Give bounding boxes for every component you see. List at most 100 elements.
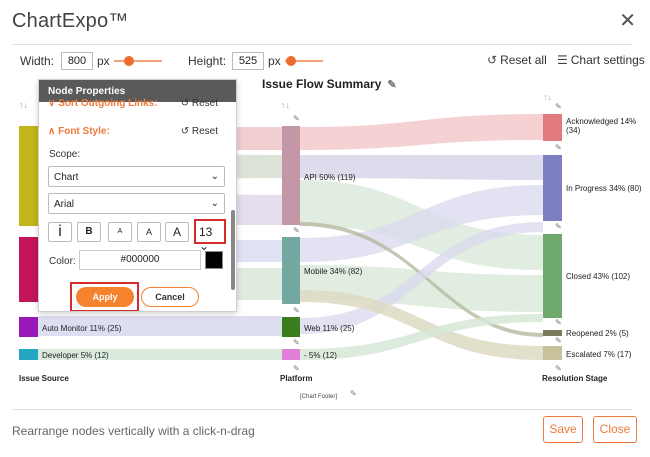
- color-hex-input[interactable]: #000000: [79, 250, 201, 270]
- node-label-acknowledged-1: Acknowledged 14%: [566, 117, 636, 126]
- height-input[interactable]: 525: [232, 52, 264, 70]
- height-slider[interactable]: [285, 60, 323, 62]
- node-source-2: [19, 237, 38, 302]
- app-title: ChartExpo™: [12, 10, 129, 32]
- apply-button[interactable]: Apply: [76, 287, 134, 307]
- sort-outgoing-links-link[interactable]: ∨ Sort Outgoing Links:: [48, 98, 158, 109]
- bold-button[interactable]: B: [77, 222, 101, 242]
- width-unit: px: [97, 54, 110, 68]
- node-mobile: [282, 237, 300, 304]
- chart-settings-button[interactable]: ☰ Chart settings: [557, 53, 645, 67]
- node-closed: [543, 234, 562, 318]
- panel-header: Node Properties: [39, 80, 236, 102]
- reset-icon: ↺: [487, 53, 498, 67]
- divider: [12, 409, 632, 410]
- width-slider-thumb[interactable]: [124, 56, 134, 66]
- node-escalated: [543, 346, 562, 360]
- node-reopened: [543, 330, 562, 336]
- node-label-dash: - 5% (12): [304, 351, 337, 360]
- node-label-escalated: Escalated 7% (17): [566, 350, 632, 359]
- panel-body: ∨ Sort Outgoing Links: ↺ Reset ∧ Font St…: [39, 98, 236, 311]
- axis-label-issue-source: Issue Source: [19, 374, 69, 383]
- toolbar: Width: 800 px Height: 525 px ↺ Reset all …: [0, 50, 650, 72]
- scope-select[interactable]: Chart ⌄: [48, 166, 225, 187]
- link: [300, 222, 543, 334]
- node-label-acknowledged-2: (34): [566, 126, 581, 135]
- pencil-icon: ✎: [555, 143, 562, 152]
- sort-reset-button[interactable]: ↺ Reset: [180, 98, 218, 109]
- node-properties-panel: Node Properties ∨ Sort Outgoing Links: ↺…: [38, 79, 237, 312]
- link: [300, 185, 543, 262]
- link: [300, 314, 543, 360]
- chart-title[interactable]: Issue Flow Summary: [262, 77, 382, 91]
- sort-reset-label: Reset: [191, 98, 218, 109]
- sort-icon: ↑↓: [543, 92, 552, 102]
- font-size-medium-button[interactable]: A: [137, 222, 161, 242]
- pencil-icon: ✎: [350, 389, 357, 398]
- panel-scrollbar[interactable]: [231, 210, 235, 290]
- link: [38, 316, 282, 336]
- node-label-api: API 50% (119): [304, 173, 356, 182]
- sort-icon: ↑↓: [281, 100, 290, 110]
- pencil-icon: ✎: [293, 364, 300, 373]
- chart-settings-label: Chart settings: [570, 53, 645, 67]
- node-acknowledged: [543, 114, 562, 141]
- height-label: Height:: [188, 54, 227, 68]
- pencil-icon: ✎: [293, 226, 300, 235]
- font-family-value: Arial: [54, 199, 75, 210]
- save-button[interactable]: Save: [543, 416, 583, 443]
- chevron-down-icon: ⌄: [199, 239, 210, 253]
- cancel-button[interactable]: Cancel: [141, 287, 199, 307]
- node-label-auto-monitor: Auto Monitor 11% (25): [42, 324, 122, 333]
- node-developer: [19, 349, 38, 360]
- font-size-small-button[interactable]: A: [108, 222, 132, 242]
- reset-all-label: Reset all: [500, 53, 547, 67]
- font-size-value: 13: [199, 225, 213, 239]
- width-slider[interactable]: [114, 60, 162, 62]
- color-label: Color:: [49, 256, 76, 267]
- font-reset-label: Reset: [191, 126, 218, 137]
- close-icon[interactable]: ✕: [619, 10, 636, 32]
- pencil-icon[interactable]: ✎: [387, 79, 397, 91]
- link: [300, 114, 543, 150]
- italic-button[interactable]: i: [48, 222, 72, 242]
- node-label-web: Web 11% (25): [304, 324, 355, 333]
- pencil-icon: ✎: [293, 306, 300, 315]
- node-label-in-progress: In Progress 34% (80): [566, 184, 642, 193]
- color-swatch[interactable]: [205, 251, 223, 269]
- width-input[interactable]: 800: [61, 52, 93, 70]
- width-label: Width:: [20, 54, 55, 68]
- font-size-large-button[interactable]: A: [165, 222, 189, 242]
- settings-sliders-icon: ☰: [557, 53, 568, 67]
- title-bar: ChartExpo™ ✕: [0, 0, 650, 44]
- footer-hint: Rearrange nodes vertically with a click-…: [12, 424, 255, 438]
- scope-value: Chart: [54, 172, 79, 183]
- axis-label-platform: Platform: [280, 374, 312, 383]
- link: [38, 349, 282, 360]
- node-label-developer: Developer 5% (12): [42, 351, 109, 360]
- close-button[interactable]: Close: [593, 416, 637, 443]
- font-size-select[interactable]: 13 ⌄: [194, 219, 226, 253]
- reset-all-button[interactable]: ↺ Reset all: [487, 53, 547, 67]
- height-unit: px: [268, 54, 281, 68]
- node-dash: [282, 349, 300, 360]
- font-family-select[interactable]: Arial ⌄: [48, 193, 225, 214]
- axis-label-resolution-stage: Resolution Stage: [542, 374, 608, 383]
- sort-icon: ↑↓: [19, 100, 28, 110]
- link: [300, 290, 543, 360]
- height-slider-thumb[interactable]: [286, 56, 296, 66]
- pencil-icon: ✎: [293, 338, 300, 347]
- font-reset-button[interactable]: ↺ Reset: [180, 126, 218, 137]
- pencil-icon: ✎: [555, 364, 562, 373]
- font-style-link[interactable]: ∧ Font Style:: [48, 126, 110, 137]
- font-style-label: Font Style:: [58, 126, 110, 137]
- pencil-icon: ✎: [555, 336, 562, 345]
- chevron-down-icon: ⌄: [210, 198, 219, 209]
- pencil-icon: ✎: [293, 114, 300, 123]
- node-label-closed: Closed 43% (102): [566, 272, 630, 281]
- scope-label: Scope:: [49, 149, 81, 160]
- pencil-icon: ✎: [555, 318, 562, 327]
- node-web: [282, 317, 300, 337]
- node-label-reopened: Reopened 2% (5): [566, 329, 629, 338]
